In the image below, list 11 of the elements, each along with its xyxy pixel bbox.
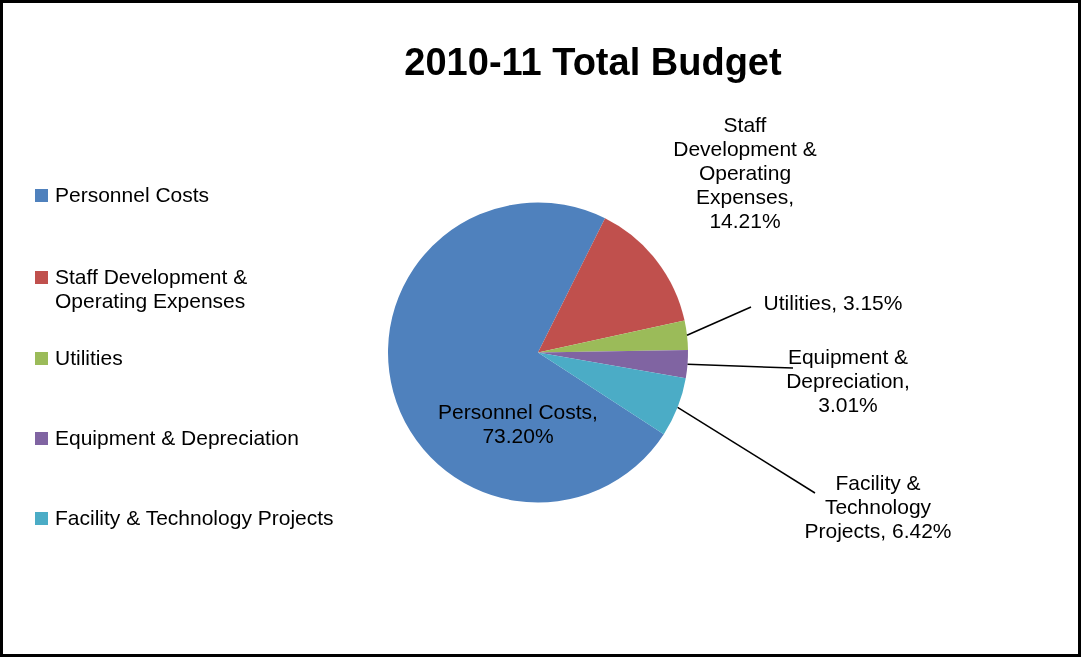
legend-label: Equipment & Depreciation bbox=[55, 426, 299, 450]
data-label: Personnel Costs, 73.20% bbox=[438, 400, 598, 448]
legend-label: Utilities bbox=[55, 346, 123, 370]
chart-title: 2010-11 Total Budget bbox=[403, 41, 783, 84]
data-label: Staff Development & Operating Expenses, 14.21% bbox=[673, 113, 817, 233]
legend-label: Facility & Technology Projects bbox=[55, 506, 334, 530]
data-label: Utilities, 3.15% bbox=[763, 291, 903, 315]
legend-label: Personnel Costs bbox=[55, 183, 210, 207]
data-label: Facility & Technology Projects, 6.42% bbox=[804, 471, 952, 543]
data-label: Equipment & Depreciation, 3.01% bbox=[786, 345, 910, 417]
legend-label: Staff Development & Operating Expenses bbox=[55, 265, 249, 313]
